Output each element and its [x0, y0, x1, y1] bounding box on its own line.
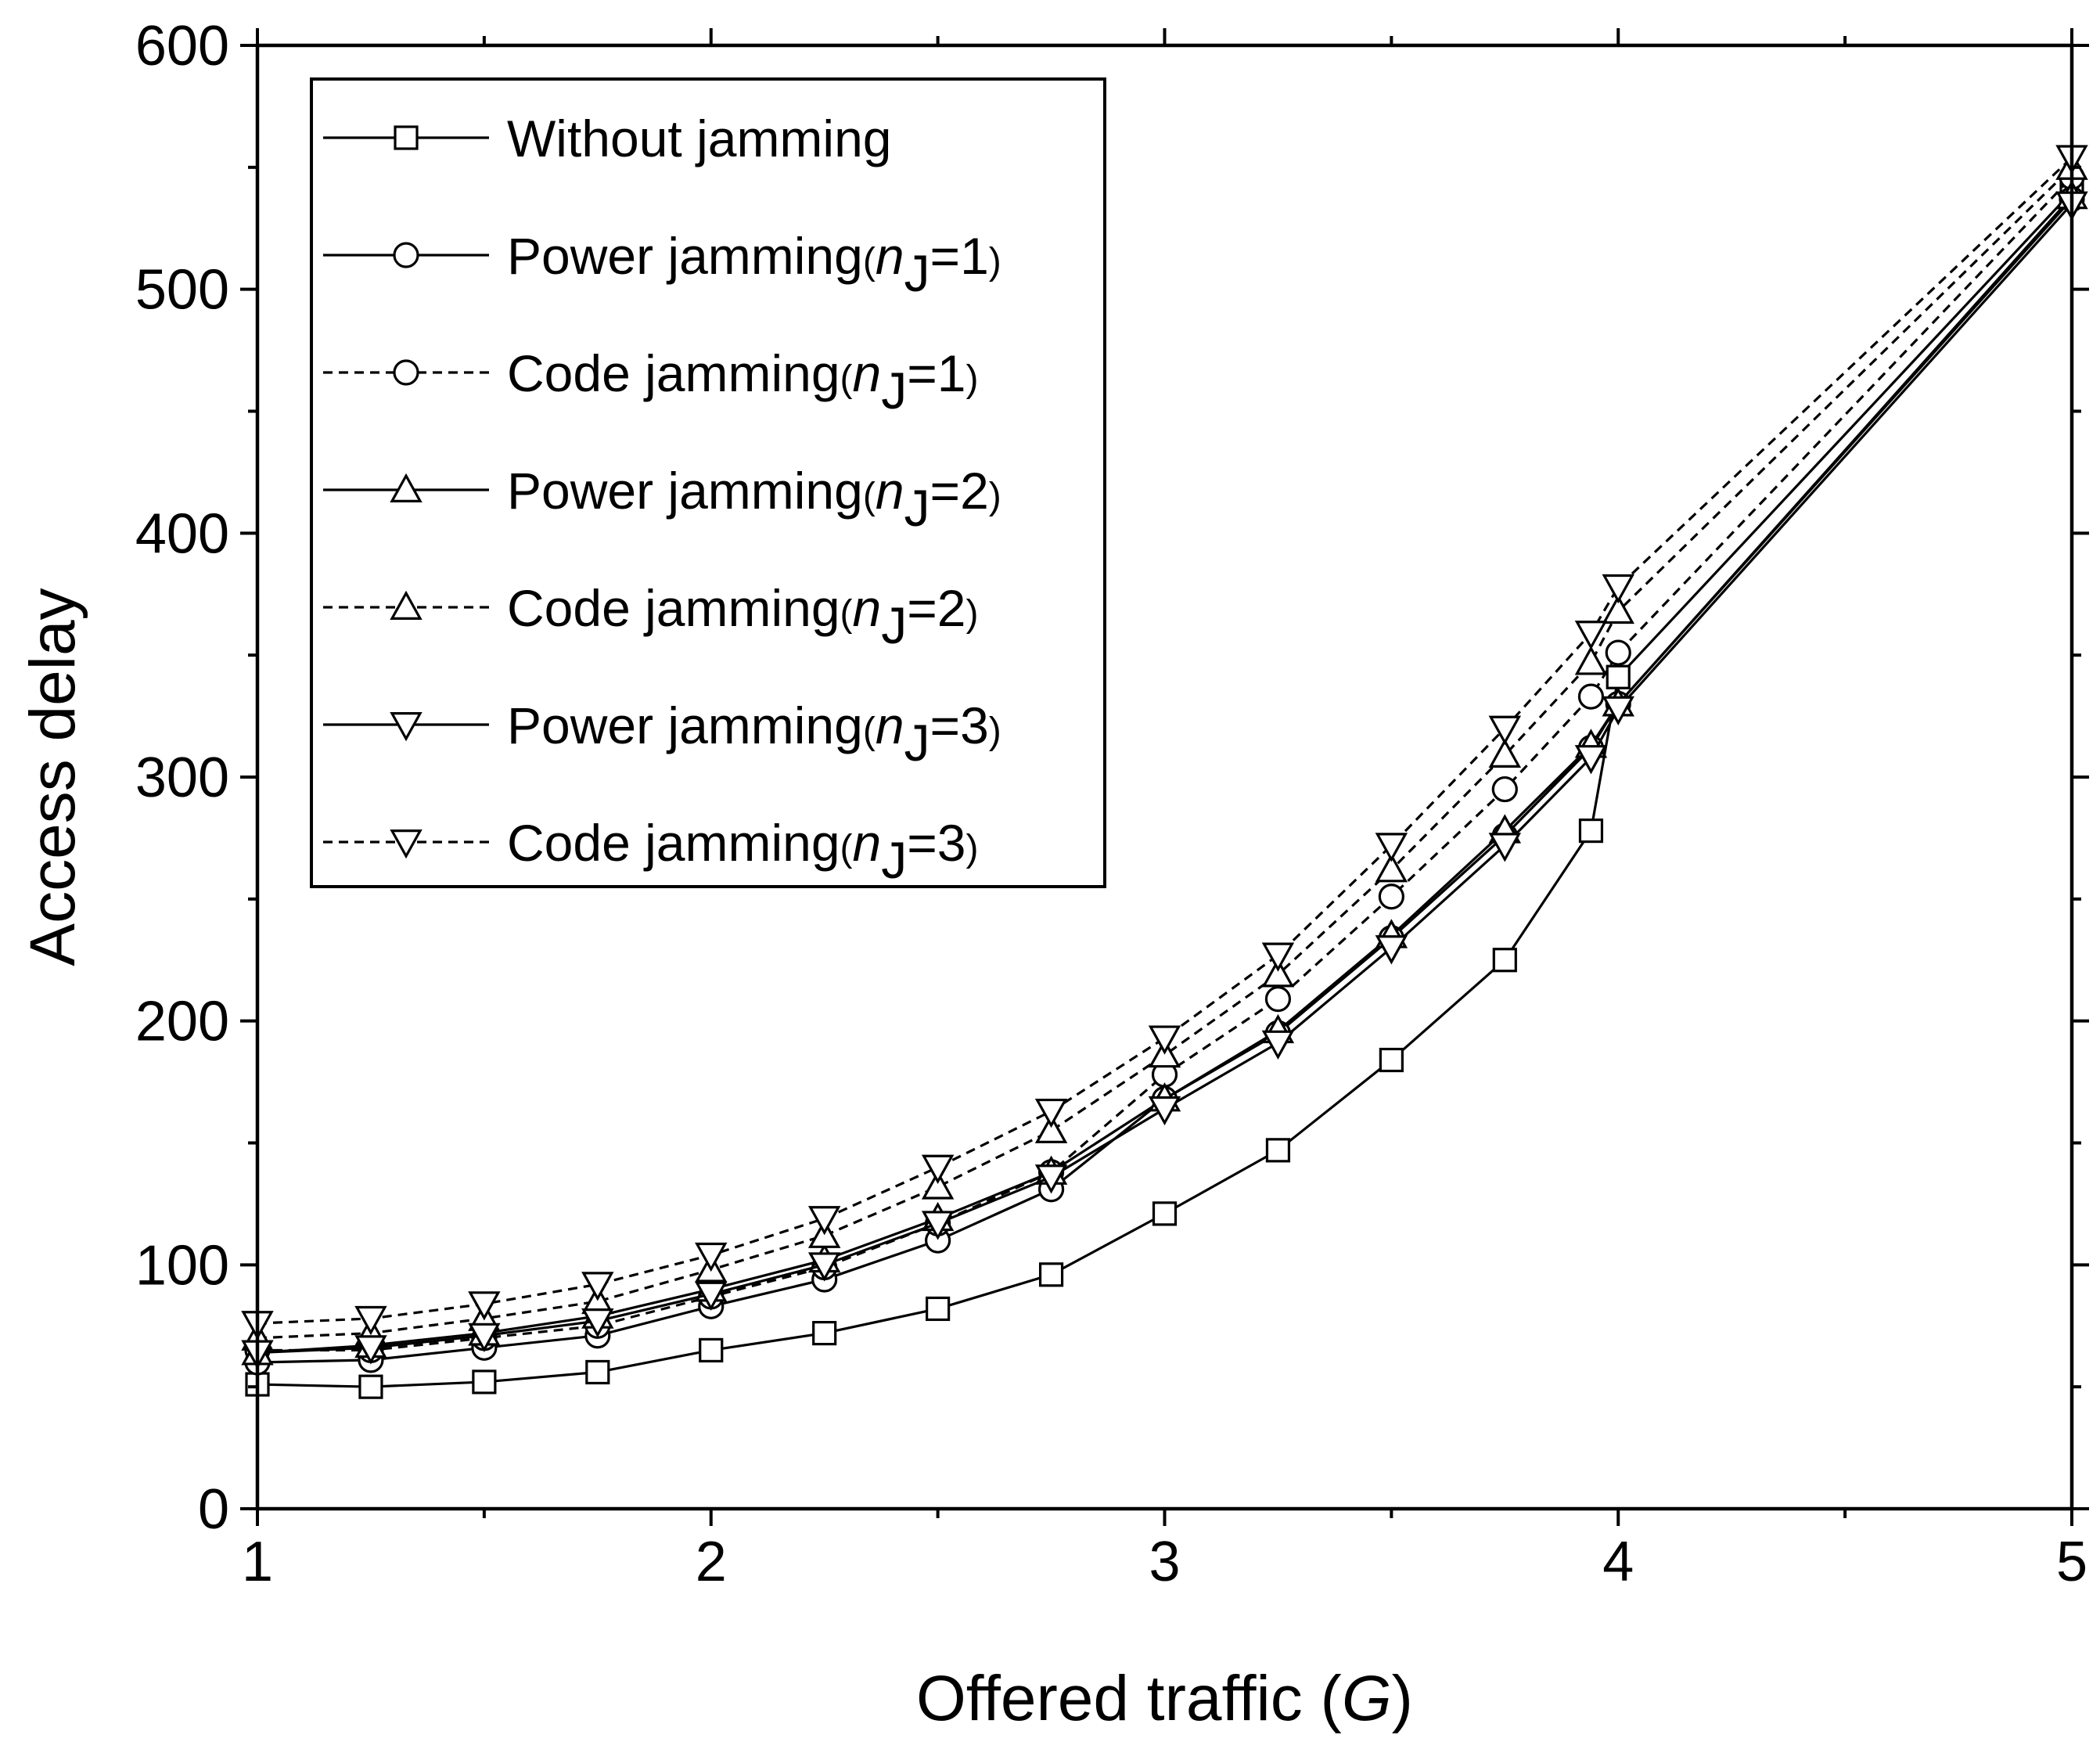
data-point-s6-5 [695, 1281, 728, 1312]
data-point-s7-2 [354, 1305, 387, 1336]
data-point-s1-3 [472, 1369, 497, 1395]
data-point-s6-12 [1488, 833, 1522, 862]
data-point-s7-7 [921, 1154, 955, 1184]
x-tick-label: 2 [696, 1531, 727, 1593]
data-point-s1-8 [1038, 1262, 1064, 1287]
y-tick-label: 200 [135, 991, 229, 1053]
data-point-s6-11 [1375, 935, 1408, 965]
data-point-s6-9 [1148, 1096, 1181, 1126]
legend-item-5: Code jamming(nJ=2) [323, 579, 978, 654]
y-tick-label: 0 [198, 1478, 229, 1541]
legend-label: Power jamming(nJ=3) [507, 696, 1001, 772]
x-tick-label: 3 [1149, 1531, 1180, 1593]
x-tick-label: 5 [2056, 1531, 2087, 1593]
legend-marker [393, 242, 419, 268]
y-axis-title: Access delay [17, 588, 88, 966]
legend-marker [390, 711, 423, 742]
y-tick-label: 400 [135, 502, 229, 565]
legend-item-4: Power jamming(nJ=2) [323, 462, 1001, 537]
data-point-s7-9 [1148, 1025, 1181, 1055]
y-tick-label: 500 [135, 259, 229, 322]
series-line-5 [257, 166, 2073, 1340]
data-point-s7-5 [695, 1242, 728, 1272]
data-point-s6-8 [1034, 1164, 1068, 1194]
data-point-s3-10 [1264, 986, 1292, 1013]
data-point-s7-8 [1034, 1098, 1068, 1128]
data-point-s5-14 [1602, 594, 1634, 624]
data-point-s5-13 [1574, 646, 1608, 675]
legend-marker [394, 125, 419, 150]
data-point-s7-6 [807, 1206, 841, 1236]
legend: Without jamming Power jamming(nJ=1) Code j… [310, 77, 1106, 889]
legend-label: Code jamming(nJ=3) [507, 814, 978, 889]
legend-item-3: Code jamming(nJ=1) [323, 344, 978, 419]
data-point-s7-11 [1375, 833, 1408, 862]
data-point-s5-10 [1261, 958, 1295, 988]
legend-marker [390, 829, 423, 859]
series-group [241, 145, 2088, 1399]
x-axis-title: Offered traffic (G) [916, 1663, 1413, 1734]
data-point-s6-6 [807, 1252, 841, 1282]
data-point-s1-5 [699, 1337, 724, 1363]
axes-group: 1 2 3 4 5 0 100 200 300 400 500 600 Offered traffic … [17, 15, 2089, 1734]
data-point-s6-10 [1261, 1030, 1295, 1060]
x-tick-label: 1 [242, 1531, 273, 1593]
data-point-s1-4 [585, 1359, 610, 1385]
data-point-s7-4 [581, 1272, 614, 1301]
data-point-s1-9 [1152, 1201, 1178, 1226]
data-point-s7-10 [1261, 942, 1295, 972]
data-point-s1-13 [1578, 818, 1604, 844]
legend-marker [390, 473, 423, 503]
data-point-s1-11 [1379, 1047, 1404, 1073]
legend-item-2: Power jamming(nJ=1) [323, 227, 1001, 302]
data-point-s1-2 [358, 1374, 383, 1399]
data-point-s3-14 [1605, 639, 1631, 666]
data-point-s6-3 [468, 1323, 501, 1353]
data-point-s5-12 [1488, 738, 1522, 768]
data-point-s3-13 [1577, 683, 1605, 710]
data-point-s1-7 [926, 1296, 951, 1322]
data-point-s6-7 [921, 1211, 955, 1240]
x-tick-label: 4 [1602, 1531, 1634, 1593]
legend-marker [390, 590, 423, 621]
data-point-s5-11 [1375, 853, 1408, 883]
data-point-s6-14 [1602, 696, 1634, 726]
legend-label: Without jamming [507, 110, 892, 167]
data-point-s1-12 [1492, 948, 1517, 973]
legend-box [310, 77, 1106, 888]
y-tick-label: 100 [135, 1234, 229, 1297]
legend-label: Code jamming(nJ=1) [507, 344, 978, 419]
data-point-s7-12 [1488, 715, 1522, 745]
legend-item-1: Without jamming [323, 110, 892, 167]
data-point-s6-2 [354, 1335, 387, 1365]
legend-item-6: Power jamming(nJ=3) [323, 696, 1001, 772]
data-point-s7-13 [1574, 621, 1608, 650]
data-point-s6-13 [1574, 745, 1608, 775]
data-point-s1-10 [1265, 1138, 1291, 1163]
legend-label: Code jamming(nJ=2) [507, 579, 978, 654]
data-point-s3-12 [1491, 776, 1518, 803]
y-tick-label: 300 [135, 747, 229, 809]
data-point-s6-4 [581, 1308, 614, 1338]
data-point-s1-14 [1606, 664, 1631, 689]
data-point-s7-14 [1602, 574, 1634, 604]
data-point-s5-8 [1034, 1114, 1068, 1143]
legend-label: Power jamming(nJ=1) [507, 227, 1001, 302]
data-point-s7-3 [468, 1291, 501, 1321]
data-point-s5-7 [921, 1170, 955, 1200]
y-tick-label: 600 [135, 15, 229, 77]
legend-label: Power jamming(nJ=2) [507, 462, 1001, 537]
legend-item-7: Code jamming(nJ=3) [323, 814, 978, 889]
legend-marker [393, 359, 419, 386]
data-point-s1-6 [812, 1320, 837, 1346]
data-point-s3-11 [1378, 883, 1404, 910]
